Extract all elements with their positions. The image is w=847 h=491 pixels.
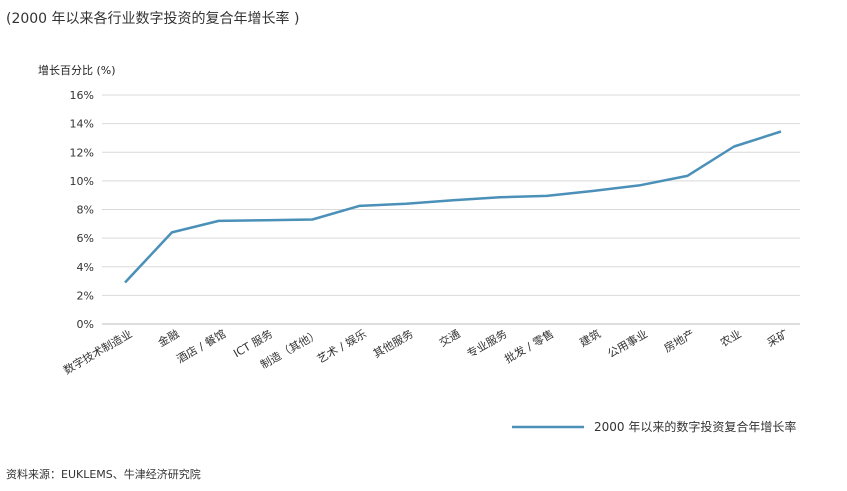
x-tick-label: 数字技术制造业 (61, 326, 135, 377)
x-tick-label: 房地产 (661, 326, 697, 355)
series-line (124, 130, 782, 284)
y-tick-label: 0% (77, 318, 94, 331)
y-tick-label: 8% (77, 204, 94, 217)
y-axis-label: 增长百分比 (%) (38, 64, 116, 77)
legend-label: 2000 年以来的数字投资复合年增长率 (594, 419, 796, 434)
y-tick-label: 2% (77, 289, 94, 302)
y-tick-label: 4% (77, 261, 94, 274)
x-tick-labels: 数字技术制造业 金融酒店 / 餐馆 ICT 服务制造（其他）艺术 / 娱乐 其他服务交… (61, 326, 791, 377)
y-tick-label: 10% (70, 175, 94, 188)
x-tick-label: 采矿 (765, 327, 791, 349)
legend: 2000 年以来的数字投资复合年增长率 (512, 419, 796, 434)
chart-title: (2000 年以来各行业数字投资的复合年增长率 ) (6, 11, 300, 27)
y-tick-labels: 0% 2% 4% 6% 8% 10% 12% 14% 16% (70, 89, 94, 331)
y-tick-label: 14% (70, 118, 94, 131)
x-tick-label: 公用事业 (605, 327, 650, 360)
y-tick-label: 16% (70, 89, 94, 102)
x-tick-label: 酒店 / 餐馆 (174, 326, 228, 365)
y-tick-label: 6% (77, 232, 94, 245)
source-note: 资料来源：EUKLEMS、牛津经济研究院 (6, 468, 201, 481)
y-tick-label: 12% (70, 146, 94, 159)
x-tick-label: 金融 (155, 326, 181, 349)
gridlines (102, 94, 800, 325)
x-tick-label: 其他服务 (371, 327, 416, 360)
x-tick-label: 批发 / 零售 (502, 326, 556, 365)
x-tick-label: 艺术 / 娱乐 (314, 326, 368, 365)
x-tick-label: 建筑 (577, 326, 603, 349)
x-tick-label: 交通 (436, 326, 462, 349)
x-tick-label: 农业 (718, 326, 744, 349)
series-lines (124, 130, 782, 284)
